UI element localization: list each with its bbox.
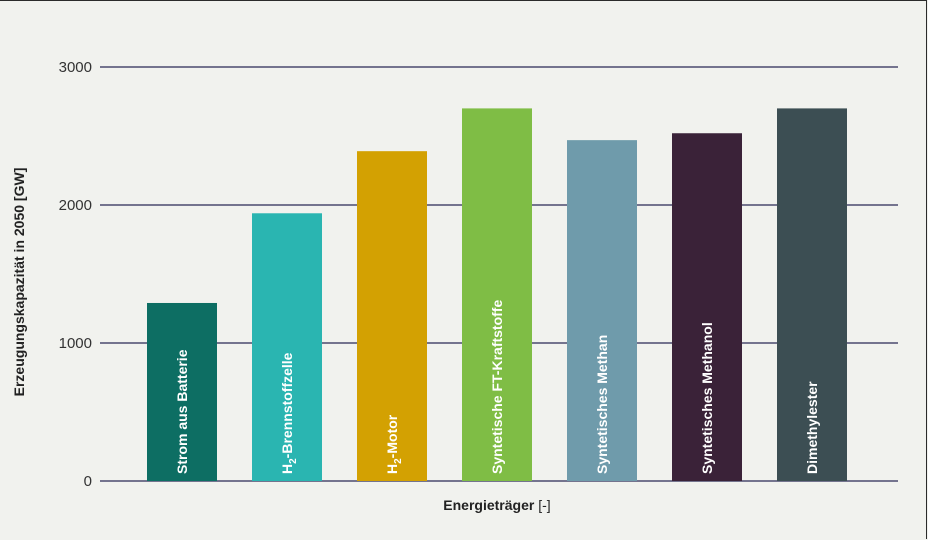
y-axis-label: Erzeugungskapazität in 2050 [GW] [11, 168, 27, 397]
bar [252, 213, 322, 481]
bar [672, 133, 742, 482]
y-tick-label: 2000 [59, 197, 92, 214]
x-axis-label-name: Energieträger [443, 497, 535, 513]
y-tick-label: 3000 [59, 59, 92, 76]
x-axis-label: Energieträger [-] [443, 497, 550, 513]
y-tick-labels: 0 1000 2000 3000 [59, 59, 92, 490]
y-tick-label: 0 [84, 473, 92, 490]
bars [147, 108, 847, 482]
y-tick-label: 1000 [59, 335, 92, 352]
bar [777, 108, 847, 482]
bar [567, 140, 637, 481]
bar-label: H2-Motor [384, 414, 404, 474]
bar-label: Syntetische FT-Kraftstoffe [489, 300, 505, 474]
bar-label: Syntetisches Methanol [699, 322, 715, 474]
bar-labels: Strom aus Batterie H2-Brennstoffzelle H2-M… [174, 300, 820, 474]
bar [462, 108, 532, 482]
bar-label: Syntetisches Methan [594, 335, 610, 474]
bar-label: Strom aus Batterie [174, 349, 190, 474]
bar-label: H2-Brennstoffzelle [279, 352, 299, 474]
bar [147, 302, 217, 481]
bar-label: Dimethylester [804, 381, 820, 474]
x-axis-label-unit: [-] [538, 497, 550, 513]
bar [357, 151, 427, 481]
